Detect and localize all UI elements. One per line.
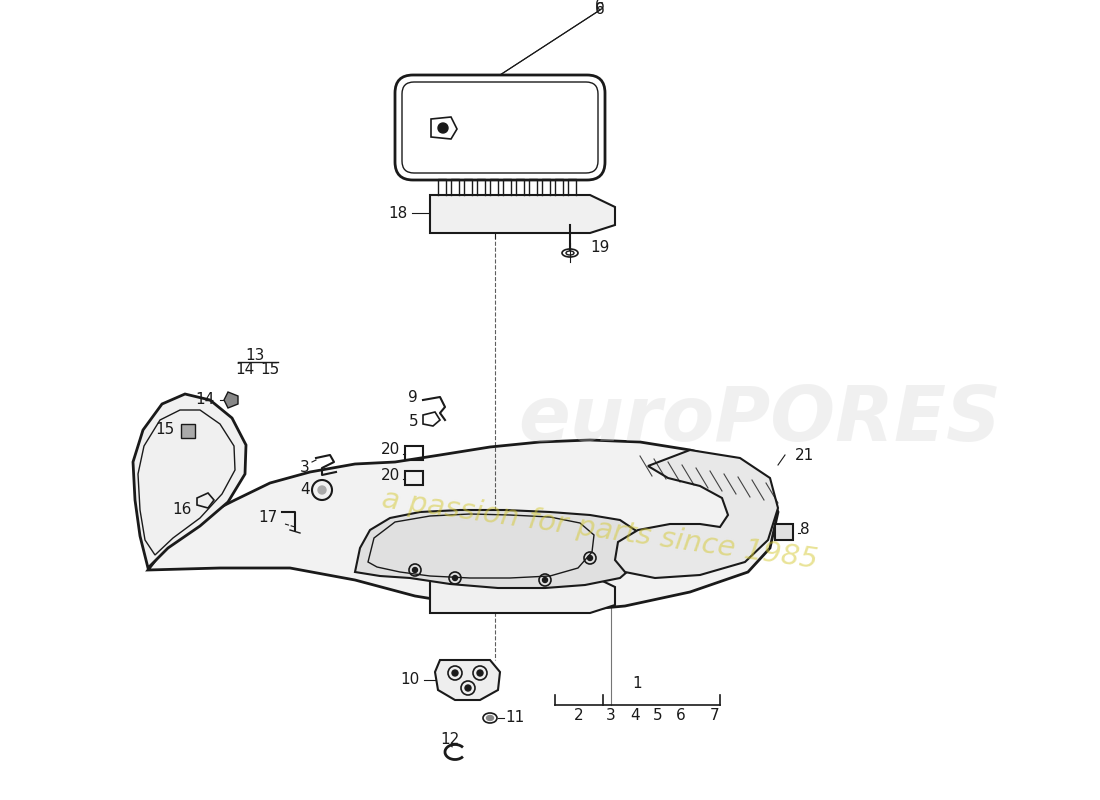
Bar [776,524,793,540]
Text: 14: 14 [196,393,214,407]
Text: 12: 12 [440,733,460,747]
Polygon shape [430,575,615,613]
Polygon shape [615,450,778,578]
Bar [405,446,424,460]
Text: 15: 15 [261,362,279,378]
Text: 9: 9 [408,390,418,406]
Polygon shape [148,440,778,612]
Circle shape [452,575,458,581]
Circle shape [452,670,458,676]
Polygon shape [430,195,615,233]
Text: 3: 3 [606,707,616,722]
Circle shape [587,555,593,561]
Text: 13: 13 [245,347,265,362]
Circle shape [465,685,471,691]
Text: 16: 16 [173,502,192,518]
Text: 2: 2 [574,707,584,722]
Text: 14: 14 [235,362,254,378]
Text: 6: 6 [676,707,686,722]
Text: 11: 11 [505,710,525,726]
Text: 20: 20 [381,442,400,458]
Text: 5: 5 [408,414,418,430]
Ellipse shape [486,715,494,721]
Circle shape [477,670,483,676]
Circle shape [318,486,326,494]
Polygon shape [133,394,246,568]
Text: 15: 15 [156,422,175,438]
Text: 4: 4 [630,707,640,722]
Text: a passion for parts since 1985: a passion for parts since 1985 [381,486,820,574]
Text: 7: 7 [711,707,719,722]
Text: 6: 6 [595,0,605,13]
Text: 8: 8 [800,522,810,538]
Text: 6: 6 [595,2,605,18]
Text: 5: 5 [653,707,663,722]
Text: 4: 4 [300,482,310,498]
Polygon shape [355,510,640,588]
Text: euroPORES: euroPORES [518,383,1001,457]
Bar [405,471,424,485]
Circle shape [542,578,548,582]
Text: 17: 17 [258,510,278,526]
Bar [182,424,195,438]
Text: 20: 20 [381,467,400,482]
Text: 19: 19 [590,239,609,254]
FancyBboxPatch shape [395,75,605,180]
Polygon shape [224,392,238,408]
Text: 1: 1 [632,675,641,690]
Circle shape [438,123,448,133]
Text: 21: 21 [795,447,814,462]
Text: 18: 18 [388,206,408,221]
Circle shape [412,567,418,573]
Polygon shape [434,660,500,700]
Text: 3: 3 [300,461,310,475]
Text: 10: 10 [400,673,420,687]
